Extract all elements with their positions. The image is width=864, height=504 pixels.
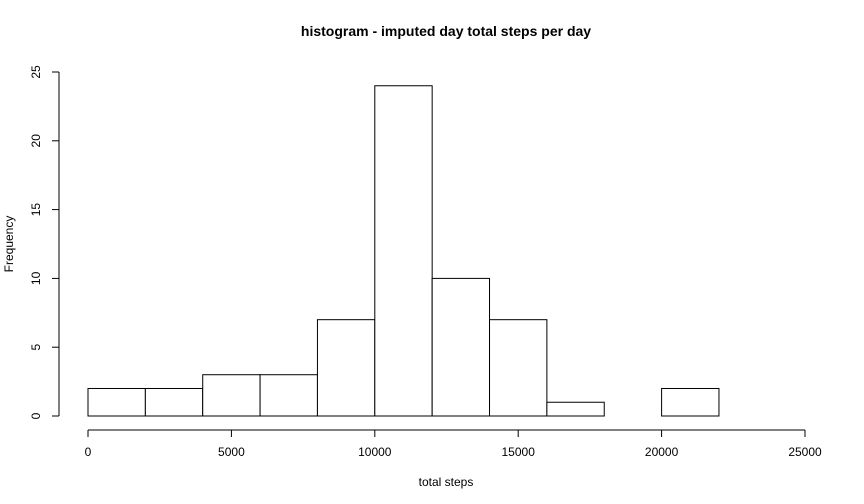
y-tick-label: 25 (29, 65, 43, 79)
histogram-bar (661, 387, 720, 417)
x-axis: 0 5000 10000 15000 20000 25000 (85, 429, 822, 459)
histogram-bar (259, 374, 318, 417)
x-tick-label: 25000 (788, 445, 822, 459)
x-tick-label: 0 (85, 445, 92, 459)
y-axis-label: Frequency (2, 216, 16, 273)
y-tick-label: 10 (29, 271, 43, 285)
chart-title: histogram - imputed day total steps per … (301, 23, 591, 39)
y-tick-label: 5 (29, 344, 43, 351)
bars-group (87, 85, 720, 417)
y-axis: 0 5 10 15 20 25 (29, 65, 60, 419)
x-tick-label: 20000 (645, 445, 679, 459)
x-axis-label: total steps (419, 475, 474, 489)
y-tick-label: 15 (29, 203, 43, 217)
histogram-bar (316, 319, 376, 417)
histogram-bar (546, 401, 605, 417)
histogram-bar (87, 387, 146, 417)
histogram-bar (431, 277, 491, 417)
x-tick-label: 15000 (502, 445, 536, 459)
histogram-bar (489, 319, 548, 417)
y-tick-label: 20 (29, 134, 43, 148)
histogram-bar (144, 387, 204, 417)
histogram-bar (202, 374, 261, 417)
x-tick-label: 5000 (218, 445, 245, 459)
y-tick-label: 0 (29, 412, 43, 419)
x-tick-label: 10000 (358, 445, 392, 459)
histogram-bar (374, 85, 433, 417)
